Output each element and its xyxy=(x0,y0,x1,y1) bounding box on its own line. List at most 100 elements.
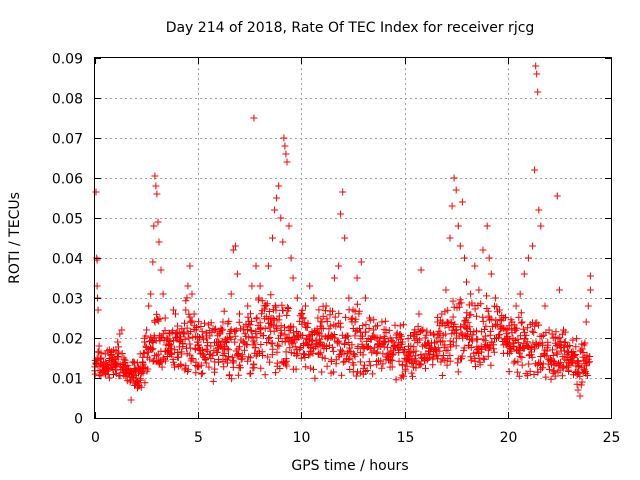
data-point xyxy=(190,310,198,318)
data-point xyxy=(481,332,489,340)
data-point xyxy=(199,336,207,344)
data-point xyxy=(252,315,260,323)
data-point xyxy=(430,330,437,338)
data-point xyxy=(323,362,331,370)
data-point xyxy=(281,330,289,338)
x-axis-label: GPS time / hours xyxy=(291,458,408,474)
data-point xyxy=(417,360,425,368)
data-point xyxy=(401,346,408,353)
data-point xyxy=(383,343,391,351)
y-tick-label: 0.03 xyxy=(52,292,83,308)
data-point xyxy=(416,336,424,344)
data-point xyxy=(447,343,455,351)
data-point xyxy=(177,360,185,368)
x-tick-label: 15 xyxy=(397,430,415,446)
data-point xyxy=(188,290,196,298)
data-point xyxy=(287,254,295,262)
data-point xyxy=(392,376,400,384)
data-point xyxy=(321,354,329,362)
data-point xyxy=(411,330,419,338)
data-point xyxy=(259,332,267,340)
data-point xyxy=(215,358,222,366)
data-point xyxy=(340,350,348,358)
data-point xyxy=(411,355,419,363)
data-point xyxy=(351,352,359,360)
data-point xyxy=(422,364,429,372)
data-point xyxy=(147,333,155,341)
data-point xyxy=(574,386,582,394)
data-point xyxy=(280,134,288,142)
data-point xyxy=(503,334,511,342)
data-point xyxy=(513,368,521,376)
data-point xyxy=(341,234,349,242)
data-point xyxy=(311,374,319,382)
data-point xyxy=(221,349,229,357)
data-point xyxy=(283,357,290,365)
data-point xyxy=(437,358,445,366)
data-point xyxy=(358,340,366,348)
data-point xyxy=(381,317,389,325)
data-point xyxy=(417,266,425,274)
data-point xyxy=(306,282,314,290)
data-point xyxy=(477,300,485,308)
data-point xyxy=(560,326,567,334)
data-point xyxy=(338,347,346,355)
data-point xyxy=(95,342,103,350)
data-point xyxy=(545,326,553,334)
data-point xyxy=(499,324,507,332)
data-point xyxy=(378,364,386,372)
data-point xyxy=(483,292,490,300)
y-tick-label: 0.09 xyxy=(52,52,83,68)
data-point xyxy=(180,330,188,338)
data-point xyxy=(575,363,583,371)
data-point xyxy=(490,348,498,356)
data-point xyxy=(103,362,111,370)
data-point xyxy=(542,373,550,381)
x-tick-label: 5 xyxy=(194,430,203,446)
data-point xyxy=(149,345,157,353)
data-point xyxy=(186,340,194,348)
data-point xyxy=(532,62,540,70)
data-point xyxy=(357,258,365,266)
data-point xyxy=(152,182,160,190)
data-point xyxy=(434,318,442,326)
data-point xyxy=(525,360,533,368)
data-point xyxy=(395,357,403,365)
data-point xyxy=(279,306,286,314)
data-point xyxy=(309,349,317,357)
data-point xyxy=(547,375,555,383)
data-point xyxy=(447,318,455,326)
data-point xyxy=(443,361,451,369)
data-point xyxy=(408,369,416,377)
data-point xyxy=(293,346,301,354)
y-tick-label: 0.08 xyxy=(52,92,83,108)
data-point xyxy=(290,329,297,337)
data-point xyxy=(407,331,414,339)
data-point xyxy=(530,371,538,378)
data-point xyxy=(352,327,360,335)
data-point xyxy=(153,352,161,360)
data-point xyxy=(382,326,390,334)
data-point xyxy=(258,310,266,318)
data-point xyxy=(250,361,258,369)
data-point xyxy=(225,317,233,325)
data-point xyxy=(269,345,277,353)
data-point xyxy=(473,312,480,320)
data-point xyxy=(129,358,137,366)
data-point xyxy=(326,322,334,330)
data-point xyxy=(211,325,219,333)
data-point xyxy=(398,332,405,340)
data-point xyxy=(454,222,462,230)
data-point xyxy=(127,396,135,404)
data-point xyxy=(362,320,370,328)
data-point xyxy=(157,266,165,274)
data-point xyxy=(144,365,152,373)
data-point xyxy=(551,372,559,380)
data-point xyxy=(471,262,479,270)
axis-ticks xyxy=(95,58,612,419)
data-point xyxy=(268,339,276,347)
data-point xyxy=(390,342,398,350)
data-point xyxy=(136,375,144,383)
data-point xyxy=(496,330,503,338)
data-point xyxy=(448,202,456,210)
